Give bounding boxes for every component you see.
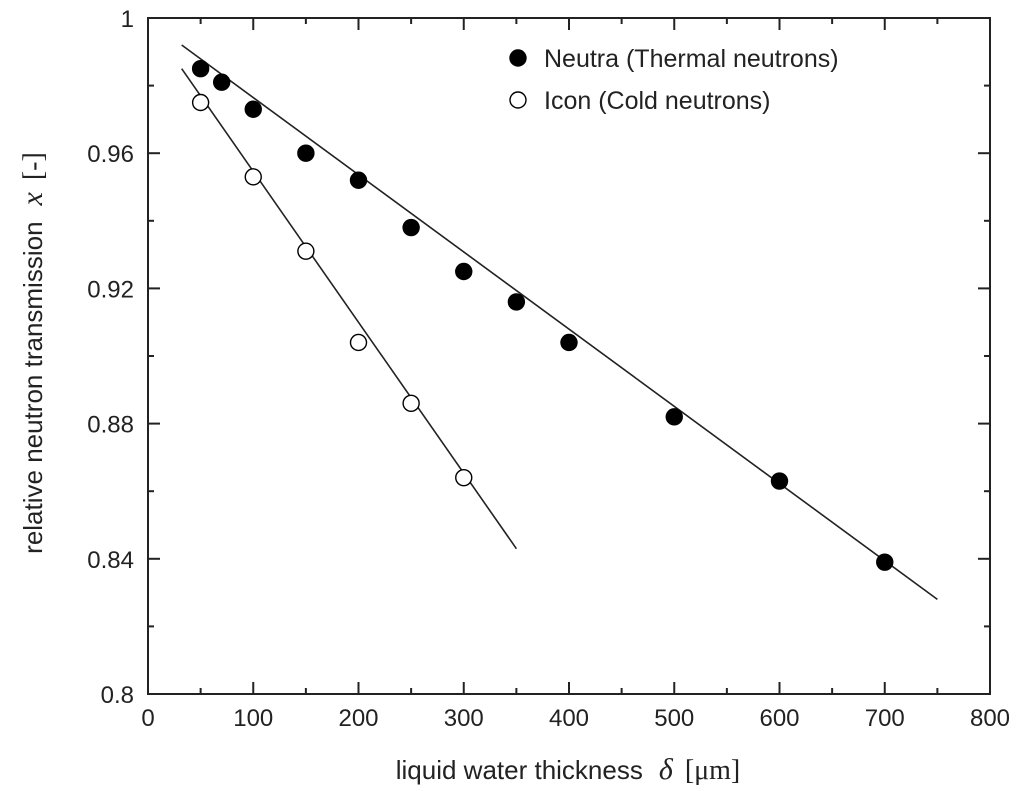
x-axis-unit: [μm] (685, 755, 740, 786)
plot-border (147, 17, 991, 695)
neutra-point (297, 144, 315, 162)
x-tick-label: 700 (865, 705, 905, 732)
icon-point (297, 242, 315, 260)
y-tick-label: 0.96 (87, 141, 134, 168)
legend-label-0: Neutra (Thermal neutrons) (544, 45, 839, 73)
icon-point (244, 168, 262, 186)
neutra-point (665, 408, 683, 426)
neutra-point (402, 218, 420, 237)
y-tick-label: 0.84 (87, 547, 134, 574)
y-tick-label: 1 (121, 6, 134, 33)
neutra-point (560, 333, 578, 352)
x-tick-label: 400 (549, 705, 589, 732)
data-points (191, 59, 894, 571)
y-tick-label: 0.8 (101, 682, 134, 709)
fit-lines (181, 44, 938, 601)
icon-point (349, 333, 368, 352)
x-tick-label: 500 (654, 705, 694, 732)
y-axis-label: relative neutron transmission x [-] (16, 152, 49, 554)
neutra-point (349, 171, 368, 189)
y-tick-label: 0.92 (87, 276, 134, 303)
plot-frame (147, 17, 991, 695)
x-tick-label: 800 (970, 705, 1010, 732)
icon-point (455, 468, 473, 487)
icon-point (191, 93, 210, 112)
neutra-point (244, 100, 262, 118)
x-tick-label: 300 (444, 705, 484, 732)
y-axis-unit: [-] (18, 152, 49, 180)
icon-point (402, 394, 420, 413)
y-axis-ticks: 0.8 0.84 0.88 0.92 0.96 1 (87, 6, 990, 709)
x-tick-label: 100 (233, 705, 273, 732)
legend: Neutra (Thermal neutrons) Icon (Cold neut… (509, 45, 839, 115)
fit-line-icon (181, 68, 518, 550)
y-tick-label: 0.88 (87, 412, 134, 439)
neutra-point (770, 472, 789, 490)
x-tick-label: 0 (141, 705, 154, 732)
x-axis-ticks: 0 100 200 300 400 500 600 700 800 (141, 18, 1010, 732)
x-tick-label: 200 (338, 705, 378, 732)
x-axis-label: liquid water thickness δ [μm] (396, 753, 741, 786)
x-axis-symbol: δ (659, 753, 674, 786)
x-tick-label: 600 (759, 705, 799, 732)
neutra-point (455, 262, 473, 281)
neutra-point (507, 293, 526, 311)
legend-marker-1 (509, 91, 527, 109)
y-axis-symbol: x (16, 191, 49, 206)
y-axis-label-text: relative neutron transmission (18, 221, 48, 553)
legend-marker-0 (509, 49, 527, 67)
neutra-point (191, 59, 210, 78)
legend-label-1: Icon (Cold neutrons) (544, 87, 771, 115)
fit-line-neutra (181, 44, 938, 601)
neutra-point (876, 553, 894, 571)
x-axis-label-text: liquid water thickness (396, 755, 643, 785)
neutra-point (212, 73, 231, 91)
